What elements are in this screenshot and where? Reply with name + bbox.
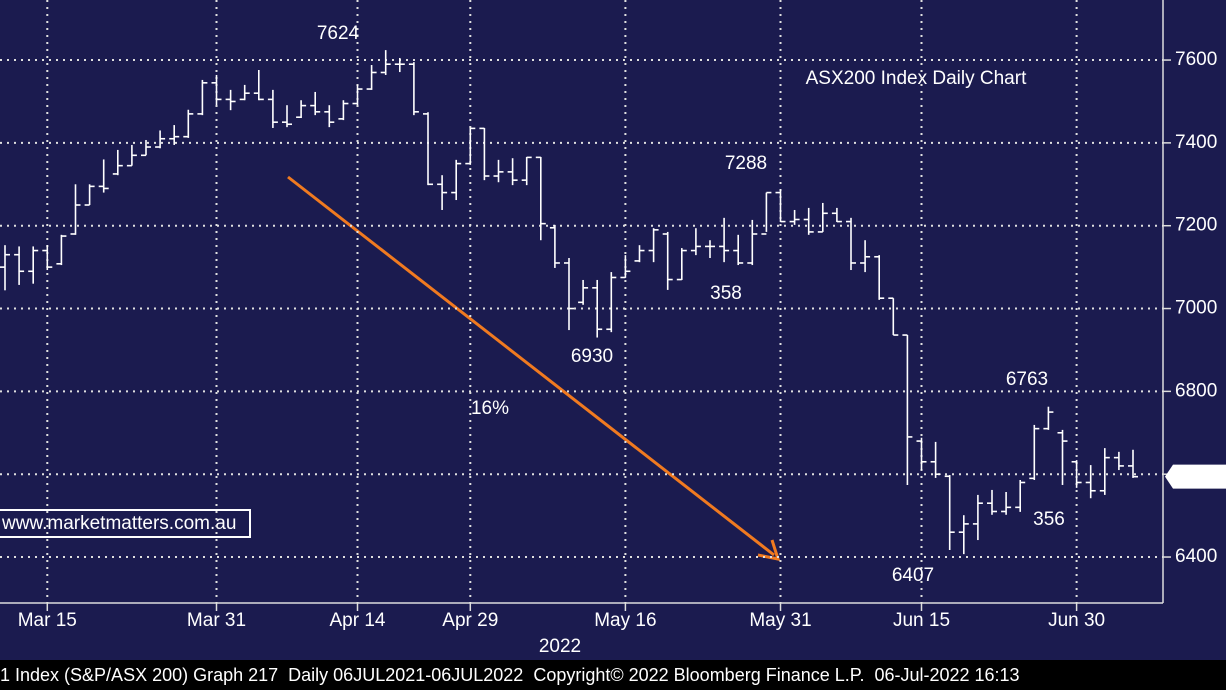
y-tick-label: 7200	[1175, 215, 1217, 236]
annotation: 6930	[571, 346, 613, 367]
x-tick-label: Apr 29	[442, 610, 498, 631]
chart-background	[0, 0, 1226, 660]
y-tick-label: 7400	[1175, 132, 1217, 153]
annotation: 6763	[1006, 369, 1048, 390]
annotation: 356	[1033, 509, 1065, 530]
chart-title: ASX200 Index Daily Chart	[806, 68, 1027, 89]
footer: 1 Index (S&P/ASX 200) Graph 217 Daily 06…	[0, 665, 1020, 685]
trend-arrow	[287, 175, 775, 557]
annotation: 358	[710, 283, 742, 304]
footer-band	[0, 660, 1226, 690]
annotation: 7624	[317, 23, 360, 44]
last-price-label: 6594.	[1175, 467, 1223, 488]
x-tick-label: Mar 15	[18, 610, 77, 631]
x-tick-label: May 31	[749, 610, 811, 631]
y-tick-label: 7600	[1175, 49, 1217, 70]
y-tick-label: 6400	[1175, 546, 1217, 567]
x-axis-year: 2022	[539, 636, 581, 657]
y-tick-label: 7000	[1175, 298, 1217, 319]
x-tick-label: Apr 14	[330, 610, 386, 631]
y-tick-label: 6800	[1175, 380, 1217, 401]
watermark: www.marketmatters.com.au	[1, 513, 236, 534]
x-tick-label: Mar 31	[187, 610, 246, 631]
watermark-box	[0, 509, 251, 538]
last-price-box	[1165, 464, 1226, 489]
x-tick-label: May 16	[594, 610, 656, 631]
x-tick-label: Jun 30	[1048, 610, 1105, 631]
annotation: 6407	[892, 565, 934, 586]
annotation: 16%	[471, 398, 509, 419]
annotation: 7288	[725, 153, 767, 174]
x-tick-label: Jun 15	[893, 610, 950, 631]
